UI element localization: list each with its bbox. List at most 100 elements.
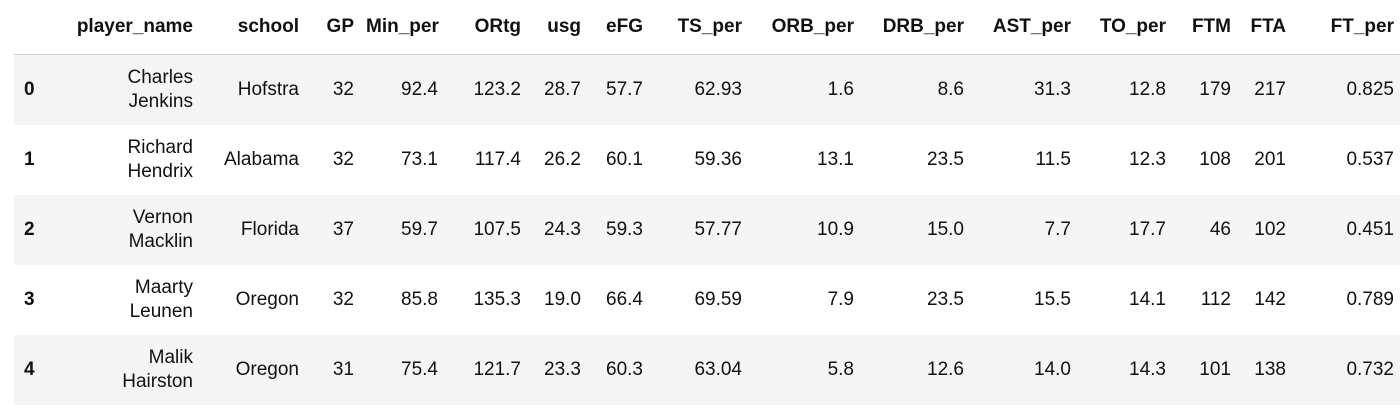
column-header: TO_per [1077, 0, 1172, 55]
drb-per-cell: 23.5 [927, 149, 964, 170]
player-last-name: Hairston [122, 371, 193, 392]
ftm-cell: 179 [1199, 79, 1231, 100]
ast-per-cell: 11.5 [1035, 149, 1071, 170]
to-per-cell: 14.1 [1129, 289, 1166, 310]
column-header: usg [527, 0, 587, 55]
player-last-name: Jenkins [128, 91, 193, 112]
to-per-cell: 17.7 [1129, 219, 1166, 240]
ft-per-cell: 0.451 [1346, 219, 1394, 240]
ft-per-cell: 0.789 [1346, 289, 1394, 310]
ortg-cell: 135.3 [473, 289, 521, 310]
player-name-cell: Charles Jenkins [52, 55, 199, 126]
column-header: player_name [52, 0, 199, 55]
ft-per-cell: 0.537 [1346, 149, 1394, 170]
efg-cell: 60.1 [606, 149, 643, 170]
school-cell: Florida [240, 219, 299, 240]
fta-cell: 138 [1254, 359, 1286, 380]
drb-per-cell: 8.6 [937, 79, 964, 100]
player-name-cell: Richard Hendrix [52, 125, 199, 195]
gp-cell: 32 [332, 289, 354, 310]
ftm-cell: 101 [1199, 359, 1231, 380]
row-index: 4 [24, 359, 35, 380]
ortg-cell: 117.4 [474, 149, 521, 170]
ortg-cell: 123.2 [473, 79, 521, 100]
player-first-name: Charles [127, 67, 193, 88]
fta-cell: 201 [1254, 149, 1286, 170]
column-header: GP [305, 0, 360, 55]
orb-per-cell: 1.6 [827, 79, 854, 100]
min-per-cell: 85.8 [401, 289, 438, 310]
table-row: 1 Richard Hendrix Alabama 32 73.1 117.4 … [14, 125, 1400, 195]
player-first-name: Maarty [134, 277, 193, 298]
player-first-name: Vernon [132, 207, 193, 228]
gp-cell: 32 [332, 149, 354, 170]
ts-per-cell: 63.04 [694, 359, 742, 380]
column-header-index [14, 0, 52, 55]
to-per-cell: 12.3 [1129, 149, 1166, 170]
row-index: 3 [24, 289, 35, 310]
school-cell: Hofstra [237, 79, 299, 100]
school-cell: Oregon [235, 359, 299, 380]
to-per-cell: 14.3 [1129, 359, 1166, 380]
min-per-cell: 73.1 [401, 149, 438, 170]
min-per-cell: 92.4 [401, 79, 438, 100]
usg-cell: 24.3 [544, 219, 581, 240]
fta-cell: 102 [1254, 219, 1286, 240]
orb-per-cell: 7.9 [827, 289, 854, 310]
gp-cell: 37 [332, 219, 354, 240]
table-row: 4 Malik Hairston Oregon 31 75.4 121.7 23… [14, 335, 1400, 405]
ftm-cell: 108 [1199, 149, 1231, 170]
player-last-name: Macklin [128, 231, 193, 252]
orb-per-cell: 5.8 [827, 359, 854, 380]
column-header: DRB_per [860, 0, 970, 55]
drb-per-cell: 12.6 [927, 359, 964, 380]
efg-cell: 59.3 [606, 219, 643, 240]
table-row: 3 Maarty Leunen Oregon 32 85.8 135.3 19.… [14, 265, 1400, 335]
min-per-cell: 75.4 [401, 359, 438, 380]
drb-per-cell: 15.0 [927, 219, 964, 240]
table-row: 2 Vernon Macklin Florida 37 59.7 107.5 2… [14, 195, 1400, 265]
fta-cell: 217 [1254, 79, 1286, 100]
player-last-name: Hendrix [127, 161, 193, 182]
school-cell: Alabama [224, 149, 299, 170]
gp-cell: 31 [332, 359, 354, 380]
ftm-cell: 46 [1209, 219, 1231, 240]
efg-cell: 60.3 [606, 359, 643, 380]
row-index: 2 [24, 219, 35, 240]
ts-per-cell: 57.77 [694, 219, 742, 240]
usg-cell: 19.0 [544, 289, 581, 310]
ast-per-cell: 7.7 [1044, 219, 1071, 240]
drb-per-cell: 23.5 [927, 289, 964, 310]
player-last-name: Leunen [129, 301, 193, 322]
row-index: 1 [24, 149, 35, 170]
efg-cell: 57.7 [606, 79, 643, 100]
usg-cell: 26.2 [544, 149, 581, 170]
column-header: FT_per [1292, 0, 1400, 55]
column-header: school [199, 0, 305, 55]
column-header: eFG [587, 0, 649, 55]
ortg-cell: 107.5 [473, 219, 521, 240]
row-index: 0 [24, 79, 35, 100]
ft-per-cell: 0.825 [1346, 79, 1394, 100]
dataframe-table: player_name school GP Min_per ORtg usg e… [14, 0, 1400, 405]
usg-cell: 28.7 [544, 79, 581, 100]
gp-cell: 32 [332, 79, 354, 100]
column-header: ORtg [444, 0, 527, 55]
ts-per-cell: 69.59 [694, 289, 742, 310]
column-header: Min_per [360, 0, 444, 55]
to-per-cell: 12.8 [1129, 79, 1166, 100]
column-header: FTA [1237, 0, 1292, 55]
player-name-cell: Malik Hairston [52, 335, 199, 405]
ts-per-cell: 59.36 [694, 149, 742, 170]
orb-per-cell: 13.1 [817, 149, 854, 170]
ast-per-cell: 15.5 [1034, 289, 1071, 310]
ast-per-cell: 14.0 [1034, 359, 1071, 380]
ft-per-cell: 0.732 [1346, 359, 1394, 380]
min-per-cell: 59.7 [401, 219, 438, 240]
player-name-cell: Vernon Macklin [52, 195, 199, 265]
column-header: FTM [1172, 0, 1237, 55]
school-cell: Oregon [235, 289, 299, 310]
efg-cell: 66.4 [606, 289, 643, 310]
column-header: ORB_per [748, 0, 860, 55]
player-first-name: Richard [127, 137, 193, 158]
